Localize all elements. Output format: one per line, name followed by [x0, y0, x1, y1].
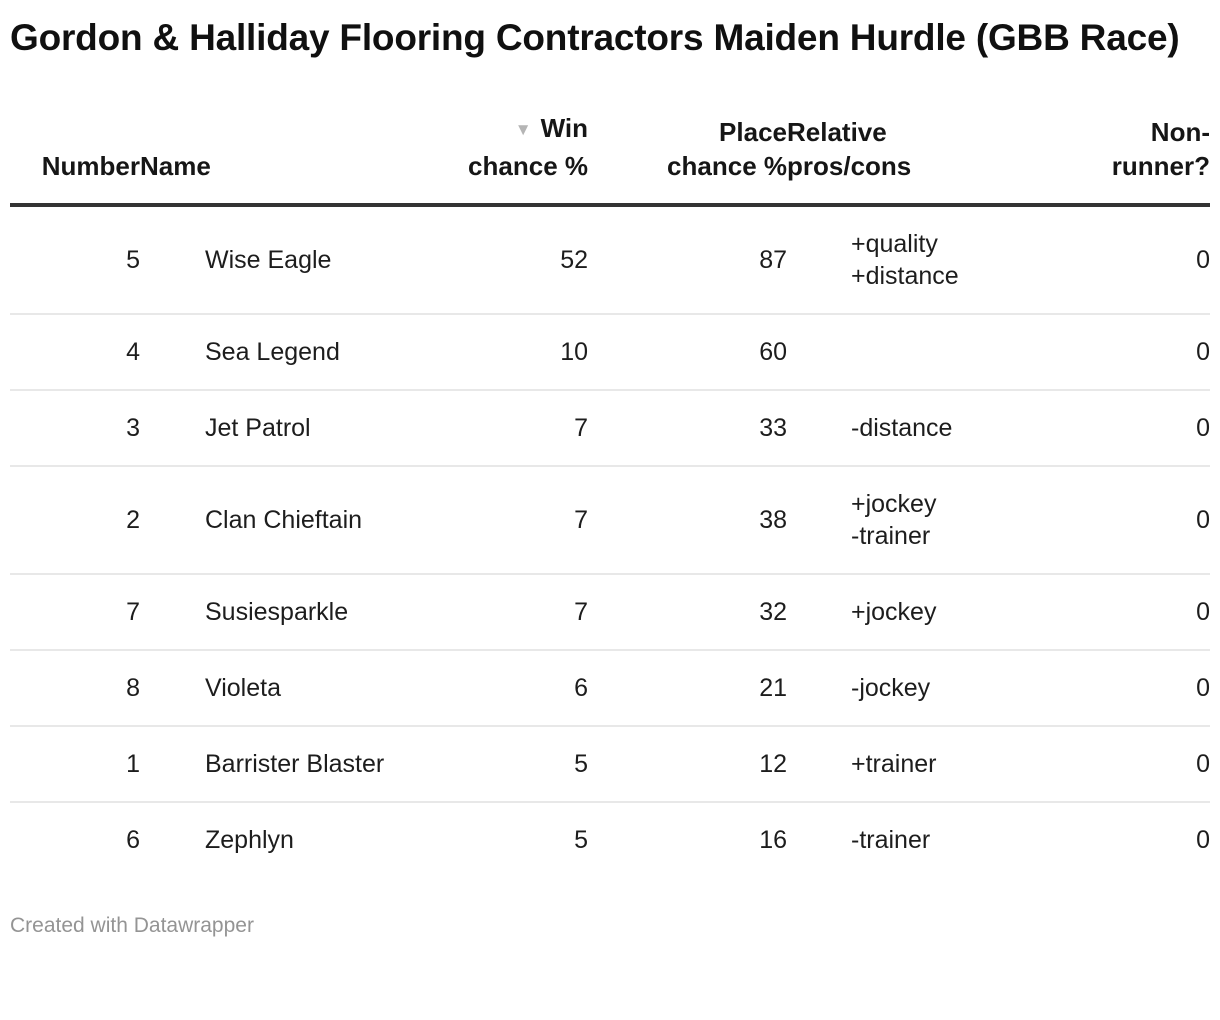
- cell-number: 1: [126, 750, 140, 778]
- sort-desc-icon: ▼: [514, 120, 532, 139]
- cell-non-runner: 0: [1196, 674, 1210, 702]
- cell-number: 3: [126, 414, 140, 442]
- page-title: Gordon & Halliday Flooring Contractors M…: [10, 17, 1180, 58]
- pros-cons-line: +quality: [851, 230, 938, 258]
- col-header-name-label: Name: [140, 151, 211, 181]
- pros-cons-line: -trainer: [851, 522, 931, 550]
- cell-pros-cons: +trainer: [787, 726, 1082, 802]
- cell-pros-cons: +quality +distance: [787, 205, 1082, 314]
- cell-pros-cons: [787, 314, 1082, 390]
- cell-non-runner: 0: [1196, 414, 1210, 442]
- cell-pros-cons: +jockey: [787, 574, 1082, 650]
- cell-win-chance: 5: [574, 750, 588, 778]
- cell-name: Violeta: [205, 674, 281, 702]
- cell-number: 6: [126, 826, 140, 854]
- pros-cons-line: -distance: [851, 414, 953, 442]
- pros-cons-line: +jockey: [851, 490, 937, 518]
- cell-pros-cons: -trainer: [787, 802, 1082, 877]
- table-row: 1 Barrister Blaster 5 12 +trainer 0: [10, 726, 1210, 802]
- cell-non-runner: 0: [1196, 826, 1210, 854]
- cell-name: Barrister Blaster: [205, 750, 385, 778]
- cell-win-chance: 52: [560, 246, 588, 274]
- cell-name: Wise Eagle: [205, 246, 332, 274]
- table-row: 4 Sea Legend 10 60 0: [10, 314, 1210, 390]
- cell-number: 8: [126, 674, 140, 702]
- cell-place-chance: 16: [759, 826, 787, 854]
- cell-win-chance: 7: [574, 598, 588, 626]
- pros-cons-line: +trainer: [851, 750, 937, 778]
- cell-non-runner: 0: [1196, 598, 1210, 626]
- cell-win-chance: 5: [574, 826, 588, 854]
- cell-place-chance: 33: [759, 414, 787, 442]
- cell-win-chance: 7: [574, 506, 588, 534]
- cell-pros-cons: -distance: [787, 390, 1082, 466]
- table-row: 7 Susiesparkle 7 32 +jockey 0: [10, 574, 1210, 650]
- cell-non-runner: 0: [1196, 338, 1210, 366]
- pros-cons-line: -trainer: [851, 826, 931, 854]
- cell-name: Sea Legend: [205, 338, 340, 366]
- cell-place-chance: 32: [759, 598, 787, 626]
- runners-table: Number Name ▼ Win chance % Place chance %…: [10, 111, 1210, 877]
- table-row: 6 Zephlyn 5 16 -trainer 0: [10, 802, 1210, 877]
- pros-cons-line: +distance: [851, 262, 959, 290]
- cell-non-runner: 0: [1196, 750, 1210, 778]
- col-header-number[interactable]: Number: [10, 111, 140, 205]
- cell-place-chance: 21: [759, 674, 787, 702]
- pros-cons-line: -jockey: [851, 674, 931, 702]
- col-header-pros-cons[interactable]: Relative pros/cons: [787, 111, 1082, 205]
- table-row: 8 Violeta 6 21 -jockey 0: [10, 650, 1210, 726]
- cell-non-runner: 0: [1196, 246, 1210, 274]
- datawrapper-table-page: Gordon & Halliday Flooring Contractors M…: [10, 17, 1210, 937]
- attribution: Created with Datawrapper: [10, 914, 254, 937]
- cell-place-chance: 87: [759, 246, 787, 274]
- pros-cons-line: +jockey: [851, 598, 937, 626]
- col-header-non-runner[interactable]: Non-runner?: [1082, 111, 1210, 205]
- col-header-place-chance-label: Place chance %: [667, 117, 787, 181]
- col-header-win-chance-label: Win chance %: [468, 113, 588, 181]
- cell-number: 2: [126, 506, 140, 534]
- cell-place-chance: 60: [759, 338, 787, 366]
- cell-place-chance: 12: [759, 750, 787, 778]
- col-header-name[interactable]: Name: [140, 111, 400, 205]
- cell-win-chance: 10: [560, 338, 588, 366]
- cell-non-runner: 0: [1196, 506, 1210, 534]
- col-header-win-chance[interactable]: ▼ Win chance %: [400, 111, 588, 205]
- cell-number: 7: [126, 598, 140, 626]
- table-row: 5 Wise Eagle 52 87 +quality +distance 0: [10, 205, 1210, 314]
- cell-place-chance: 38: [759, 506, 787, 534]
- cell-number: 4: [126, 338, 140, 366]
- col-header-non-runner-label: Non-runner?: [1111, 117, 1210, 181]
- cell-name: Clan Chieftain: [205, 506, 363, 534]
- cell-name: Zephlyn: [205, 826, 294, 854]
- cell-pros-cons: +jockey -trainer: [787, 466, 1082, 574]
- col-header-pros-cons-label: Relative pros/cons: [787, 117, 912, 181]
- cell-win-chance: 7: [574, 414, 588, 442]
- cell-number: 5: [126, 246, 140, 274]
- header-row: Number Name ▼ Win chance % Place chance %…: [10, 111, 1210, 205]
- table-row: 3 Jet Patrol 7 33 -distance 0: [10, 390, 1210, 466]
- table-row: 2 Clan Chieftain 7 38 +jockey -trainer 0: [10, 466, 1210, 574]
- cell-pros-cons: -jockey: [787, 650, 1082, 726]
- cell-win-chance: 6: [574, 674, 588, 702]
- table-body: 5 Wise Eagle 52 87 +quality +distance 0 4…: [10, 205, 1210, 877]
- cell-name: Susiesparkle: [205, 598, 349, 626]
- cell-name: Jet Patrol: [205, 414, 311, 442]
- col-header-place-chance[interactable]: Place chance %: [588, 111, 787, 205]
- col-header-number-label: Number: [41, 151, 140, 181]
